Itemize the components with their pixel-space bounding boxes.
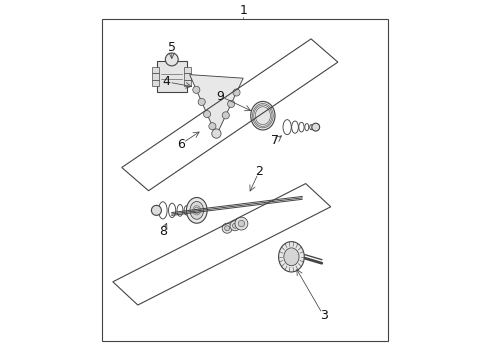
- Text: 5: 5: [168, 41, 176, 54]
- Circle shape: [198, 98, 205, 105]
- FancyBboxPatch shape: [157, 61, 187, 91]
- Circle shape: [222, 112, 229, 119]
- Circle shape: [230, 221, 240, 231]
- Ellipse shape: [190, 202, 203, 219]
- Ellipse shape: [186, 198, 207, 223]
- Text: 2: 2: [255, 165, 263, 177]
- Bar: [152, 67, 159, 73]
- Text: 8: 8: [159, 225, 167, 238]
- Bar: [184, 80, 191, 86]
- Circle shape: [235, 217, 248, 230]
- Polygon shape: [190, 75, 243, 135]
- Circle shape: [203, 111, 211, 118]
- Ellipse shape: [251, 102, 275, 130]
- Bar: [102, 19, 388, 341]
- Text: 7: 7: [271, 134, 279, 147]
- Ellipse shape: [284, 248, 299, 266]
- Circle shape: [165, 53, 178, 66]
- Text: 9: 9: [216, 90, 224, 103]
- Circle shape: [238, 220, 245, 227]
- Text: 4: 4: [163, 75, 171, 88]
- Text: 1: 1: [239, 4, 247, 17]
- Text: 3: 3: [319, 309, 327, 322]
- Circle shape: [312, 123, 319, 131]
- Circle shape: [212, 129, 221, 138]
- Bar: [152, 73, 159, 80]
- Circle shape: [209, 123, 216, 130]
- Circle shape: [151, 205, 161, 215]
- Circle shape: [232, 223, 238, 228]
- Circle shape: [227, 100, 235, 108]
- Bar: [184, 73, 191, 80]
- Bar: [152, 80, 159, 86]
- Circle shape: [233, 89, 240, 96]
- Circle shape: [222, 223, 232, 233]
- Text: 6: 6: [177, 138, 185, 151]
- Circle shape: [193, 86, 200, 93]
- Bar: [184, 67, 191, 73]
- Circle shape: [224, 226, 230, 231]
- Ellipse shape: [279, 242, 304, 272]
